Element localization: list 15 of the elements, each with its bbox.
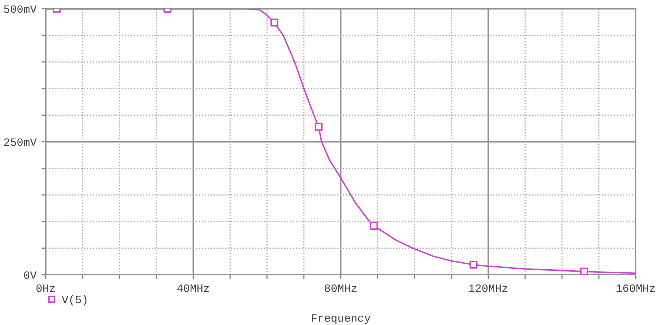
y-tick-label: 250mV xyxy=(4,138,37,146)
point xyxy=(580,268,588,275)
x-axis-title: Frequency xyxy=(312,314,371,324)
y-tick-label: 0V xyxy=(24,272,37,280)
x-tick-label: 120MHz xyxy=(469,284,508,292)
y-tick-label: 500mV xyxy=(4,6,37,14)
x-tick-label: 40MHz xyxy=(177,284,210,292)
x-tick-label: 0Hz xyxy=(36,284,56,292)
line-series xyxy=(46,9,636,274)
point xyxy=(370,222,378,230)
x-tick-label: 80MHz xyxy=(325,284,357,292)
point xyxy=(314,123,323,132)
x-tick-label: 160MHz xyxy=(616,284,656,292)
legend-label: V(5) xyxy=(62,295,87,306)
point xyxy=(470,260,478,269)
